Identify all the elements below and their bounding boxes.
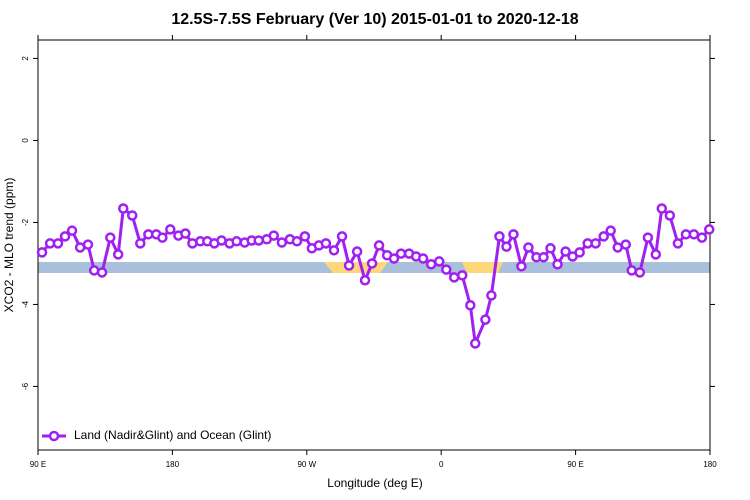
- y-tick-label: -2: [21, 218, 30, 226]
- data-point: [180, 228, 191, 239]
- data-point: [560, 246, 571, 257]
- data-point: [552, 259, 563, 270]
- data-point: [605, 225, 616, 236]
- data-point: [268, 230, 280, 241]
- legend-marker: [48, 430, 60, 442]
- data-point: [425, 259, 437, 270]
- plot-frame: [37, 39, 711, 451]
- data-point: [626, 265, 637, 276]
- land-band: [462, 262, 503, 273]
- data-point: [231, 236, 242, 247]
- data-point: [590, 238, 601, 249]
- data-point: [523, 242, 534, 253]
- data-point: [704, 224, 715, 235]
- data-point: [417, 253, 429, 264]
- data-point: [441, 264, 452, 275]
- data-point: [291, 236, 303, 247]
- data-point: [656, 203, 668, 214]
- data-point: [612, 242, 623, 253]
- data-point: [465, 300, 476, 311]
- data-point: [299, 231, 311, 242]
- data-point: [642, 232, 654, 243]
- data-point: [538, 252, 549, 263]
- data-point: [165, 224, 176, 235]
- data-point: [96, 267, 108, 278]
- data-point: [598, 231, 609, 242]
- data-point: [574, 247, 585, 258]
- y-tick-label: 0: [21, 138, 30, 143]
- data-point: [434, 256, 445, 267]
- x-tick-label: 90 E: [30, 460, 46, 469]
- data-point: [494, 231, 505, 242]
- data-point: [105, 232, 116, 243]
- data-point: [480, 314, 491, 325]
- data-point: [135, 238, 146, 249]
- data-point: [82, 239, 94, 250]
- data-point: [508, 229, 519, 240]
- data-point: [276, 237, 288, 248]
- data-point: [320, 238, 332, 249]
- data-point: [688, 229, 700, 240]
- data-point: [328, 245, 340, 256]
- data-point: [66, 225, 78, 236]
- x-tick-label: 0: [439, 460, 444, 469]
- data-point: [112, 249, 124, 260]
- data-point: [469, 338, 481, 349]
- data-point: [388, 253, 400, 264]
- data-point: [373, 240, 385, 251]
- data-point: [448, 272, 460, 283]
- data-point: [351, 246, 363, 257]
- data-point: [359, 275, 371, 286]
- y-axis-label: XCO2 - MLO trend (ppm): [2, 178, 16, 313]
- data-point: [672, 238, 684, 249]
- data-point: [516, 261, 527, 272]
- x-tick-label: 180: [703, 460, 717, 469]
- data-point: [36, 247, 48, 258]
- data-point: [545, 243, 556, 254]
- x-tick-label: 180: [166, 460, 180, 469]
- y-tick-label: -6: [21, 382, 30, 390]
- data-point: [216, 235, 227, 246]
- chart-title: 12.5S-7.5S February (Ver 10) 2015-01-01 …: [171, 11, 578, 28]
- data-point: [696, 232, 708, 243]
- x-axis-label: Longitude (deg E): [327, 476, 422, 490]
- data-point: [253, 235, 264, 246]
- legend-label: Land (Nadir&Glint) and Ocean (Glint): [74, 428, 271, 442]
- data-point: [336, 231, 348, 242]
- x-tick-label: 90 W: [297, 460, 316, 469]
- data-point: [620, 239, 632, 250]
- data-point: [457, 270, 468, 281]
- data-point: [501, 241, 512, 252]
- data-point: [118, 203, 129, 214]
- data-point: [650, 249, 662, 260]
- data-point: [126, 210, 138, 221]
- data-point: [664, 210, 676, 221]
- y-tick-label: -4: [21, 300, 30, 308]
- data-point: [634, 267, 646, 278]
- data-point: [395, 248, 407, 259]
- data-point: [366, 258, 378, 269]
- data-point: [59, 231, 71, 242]
- land-band: [324, 262, 388, 273]
- data-point: [157, 232, 168, 243]
- x-tick-label: 90 E: [567, 460, 583, 469]
- data-point: [486, 290, 497, 301]
- y-tick-label: 2: [21, 56, 30, 61]
- data-point: [52, 238, 64, 249]
- data-point: [343, 260, 355, 271]
